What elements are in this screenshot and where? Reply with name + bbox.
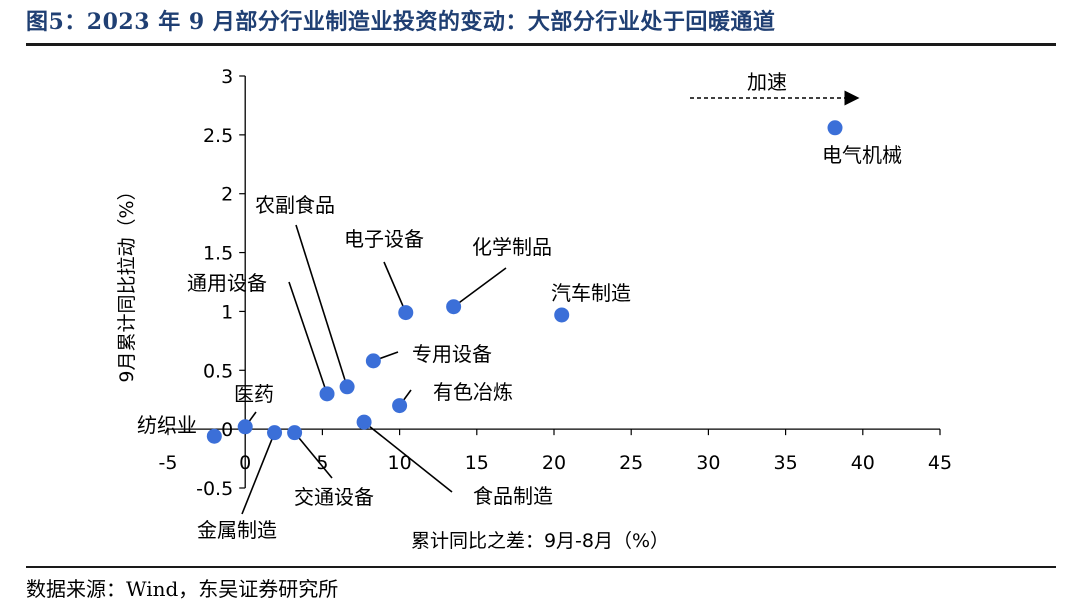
leader-line — [453, 267, 507, 308]
title-rule — [26, 43, 1056, 46]
y-tick-label: 2 — [221, 184, 233, 206]
leader-line — [293, 432, 333, 479]
data-point — [319, 386, 335, 402]
data-point — [267, 425, 283, 441]
leader-line — [383, 261, 407, 313]
x-tick-label: 20 — [542, 452, 566, 474]
point-label: 金属制造 — [197, 518, 277, 542]
point-label: 纺织业 — [137, 413, 197, 437]
point-label: 食品制造 — [473, 484, 553, 508]
source-rule — [26, 566, 1056, 568]
x-tick-label: 15 — [465, 452, 489, 474]
leader-line — [295, 224, 348, 388]
y-axis-title: 9月累计同比拉动（%） — [116, 181, 138, 382]
y-tick-label: 3 — [221, 66, 233, 88]
point-label: 农副食品 — [255, 193, 335, 217]
data-point — [356, 414, 372, 430]
x-tick-label: 10 — [388, 452, 412, 474]
data-point — [398, 305, 414, 321]
x-tick-label: -5 — [159, 452, 178, 474]
point-label: 专用设备 — [412, 342, 492, 366]
leader-line — [241, 432, 276, 515]
point-label: 电子设备 — [344, 227, 424, 251]
x-tick-label: 0 — [239, 452, 251, 474]
chart-title: 图5：2023 年 9 月部分行业制造业投资的变动：大部分行业处于回暖通道 — [26, 9, 776, 35]
x-tick-label: 25 — [619, 452, 643, 474]
point-label: 有色冶炼 — [433, 380, 513, 404]
x-tick-label: 45 — [928, 452, 952, 474]
x-axis-title: 累计同比之差：9月-8月（%） — [411, 530, 669, 552]
point-label: 电气机械 — [822, 143, 902, 167]
x-tick-label: 30 — [696, 452, 720, 474]
x-tick-label: 5 — [316, 452, 328, 474]
data-point — [339, 379, 355, 395]
data-point — [392, 398, 408, 414]
annotation-label: 加速 — [747, 70, 787, 94]
x-tick-label: 35 — [774, 452, 798, 474]
leader-line — [288, 281, 328, 395]
point-label: 化学制品 — [472, 235, 552, 259]
point-label: 通用设备 — [187, 271, 267, 295]
point-label: 医药 — [234, 382, 274, 406]
data-point — [554, 307, 570, 323]
point-label: 汽车制造 — [551, 281, 631, 305]
y-tick-label: 1 — [221, 301, 233, 323]
leader-line — [363, 421, 453, 493]
source-note: 数据来源：Wind，东吴证券研究所 — [26, 577, 339, 601]
y-tick-label: -0.5 — [196, 478, 233, 500]
data-point — [365, 353, 381, 369]
y-tick-label: 0 — [221, 419, 233, 441]
x-tick-label: 40 — [851, 452, 875, 474]
point-label: 交通设备 — [294, 485, 374, 509]
data-point — [237, 419, 253, 435]
y-tick-label: 0.5 — [203, 360, 233, 382]
data-point — [206, 428, 222, 444]
y-tick-label: 2.5 — [203, 125, 233, 147]
scatter-chart: -5 0 5 10 15 20 25 30 35 40 45 -0.5 0 0.5 1 1.5 2 2.5 3 累计同… — [116, 66, 952, 552]
data-point — [827, 120, 843, 136]
data-point — [287, 425, 303, 441]
y-tick-label: 1.5 — [203, 243, 233, 265]
data-point — [446, 299, 462, 315]
